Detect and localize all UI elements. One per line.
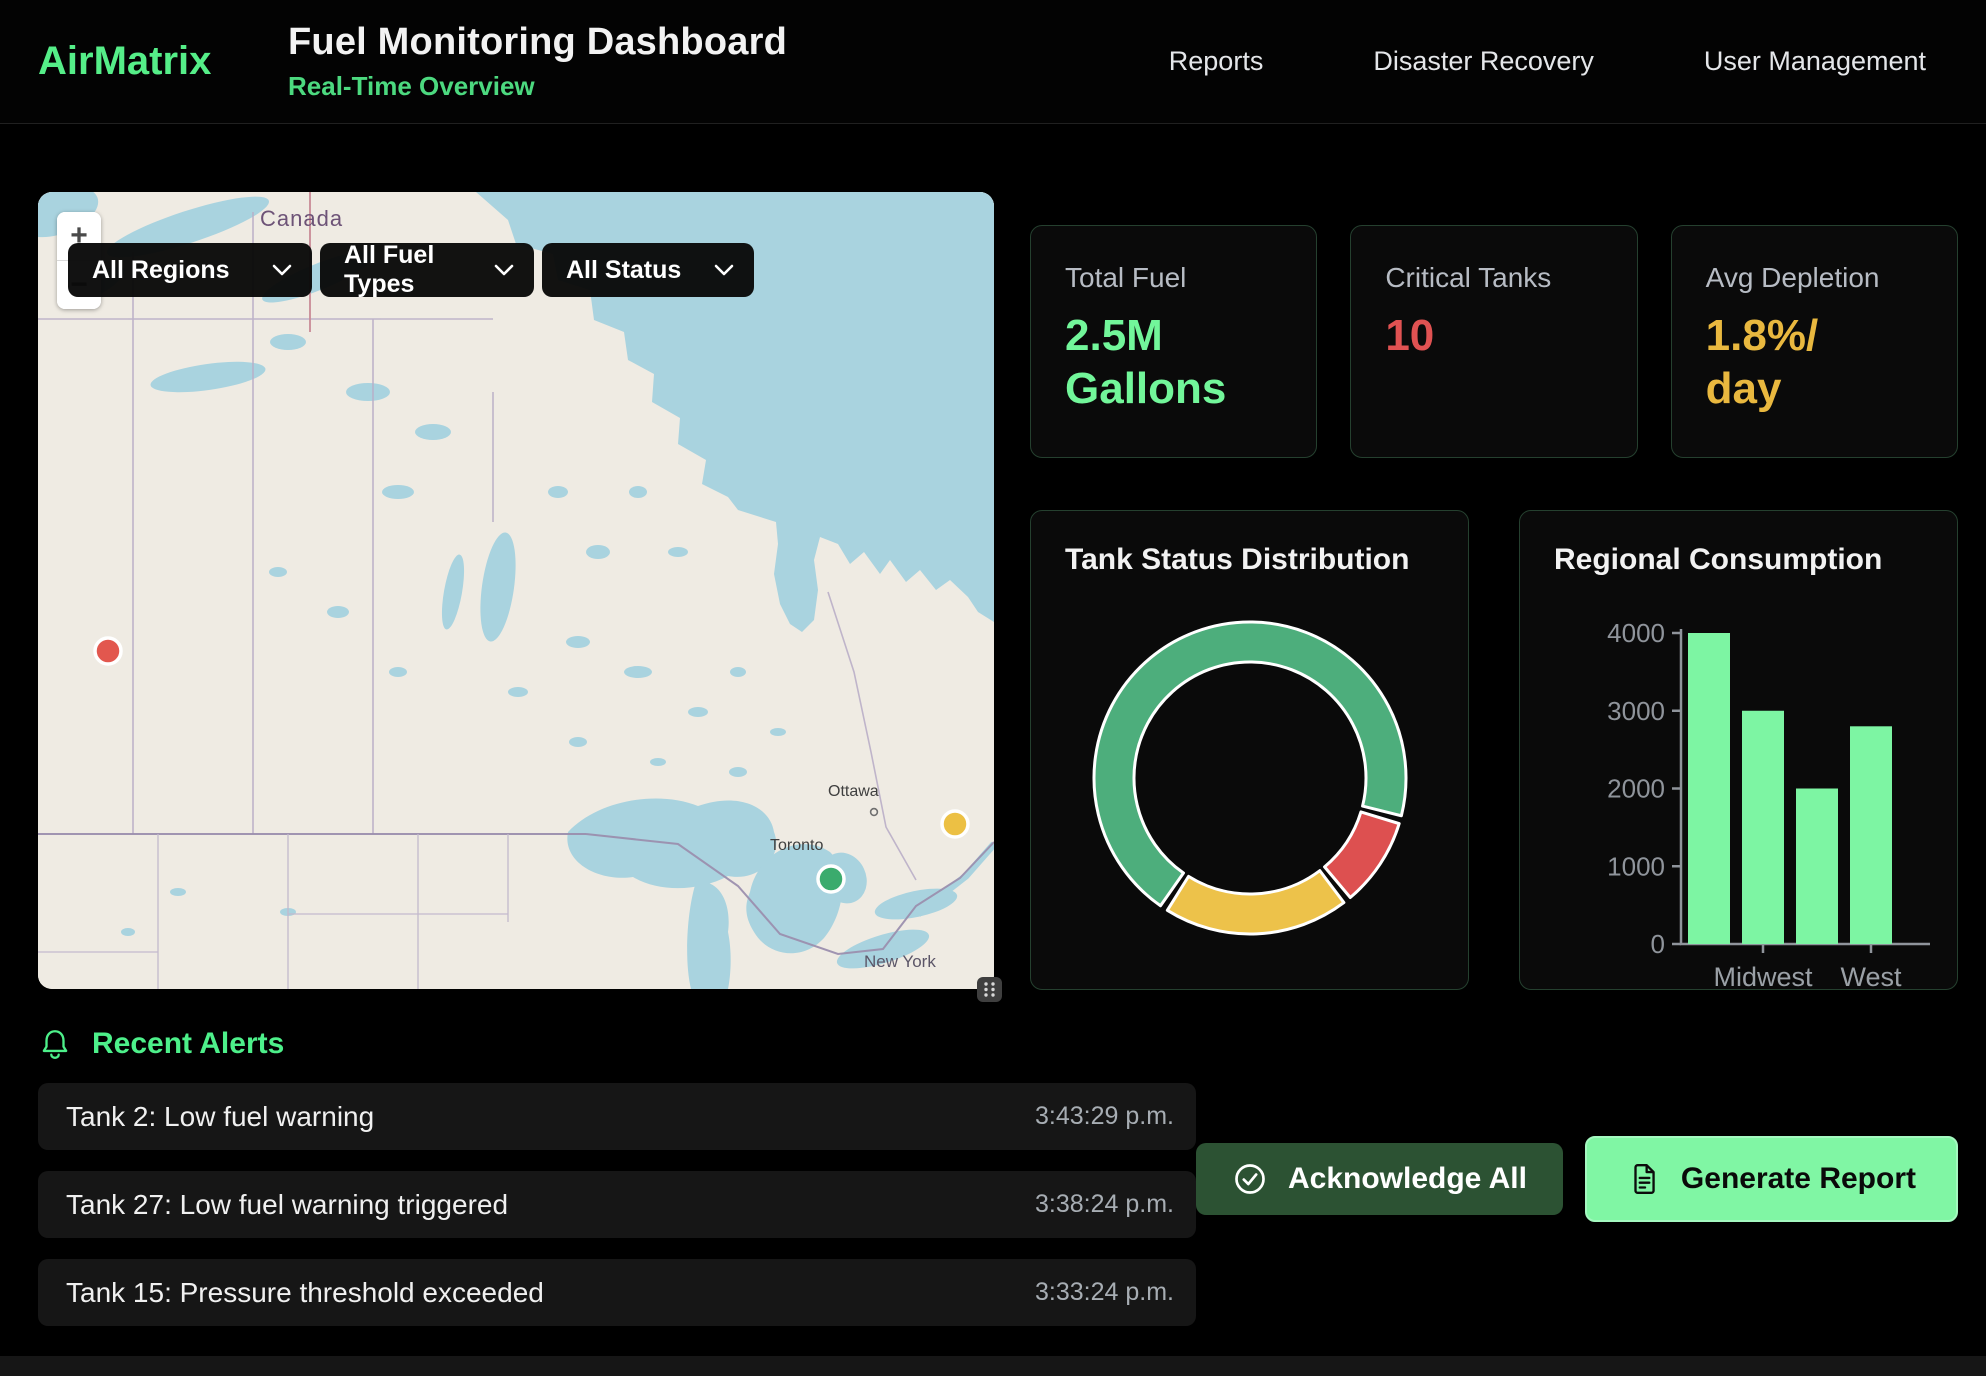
check-circle-icon <box>1232 1161 1268 1197</box>
tank-status-chart-card: Tank Status Distribution <box>1030 510 1469 990</box>
generate-report-button[interactable]: Generate Report <box>1585 1136 1958 1222</box>
acknowledge-all-button[interactable]: Acknowledge All <box>1196 1143 1563 1215</box>
svg-text:Midwest: Midwest <box>1713 962 1813 990</box>
stat-label: Total Fuel <box>1065 262 1282 294</box>
stat-label: Avg Depletion <box>1706 262 1923 294</box>
right-column: Total Fuel 2.5MGallons Critical Tanks 10… <box>1030 192 1958 990</box>
drag-handle-icon[interactable] <box>977 977 1002 1002</box>
regions-dropdown-value: All Regions <box>92 256 230 285</box>
fuel-monitoring-dashboard: AirMatrix Fuel Monitoring Dashboard Real… <box>0 0 1986 1376</box>
main-nav: Reports Disaster Recovery User Managemen… <box>1169 46 1986 77</box>
nav-disaster-recovery[interactable]: Disaster Recovery <box>1373 46 1594 77</box>
donut-segment-yellow <box>1167 871 1344 934</box>
main-content: Canada Ottawa Toronto New York + − All R… <box>0 124 1986 990</box>
nav-user-management[interactable]: User Management <box>1704 46 1926 77</box>
map-panel[interactable]: Canada Ottawa Toronto New York + − All R… <box>38 192 994 989</box>
title-block: Fuel Monitoring Dashboard Real-Time Over… <box>288 21 787 102</box>
brand-logo: AirMatrix <box>0 39 250 84</box>
map-label-ottawa: Ottawa <box>828 783 879 800</box>
chevron-down-icon <box>272 264 292 276</box>
page-subtitle: Real-Time Overview <box>288 71 787 102</box>
donut-segment-red <box>1324 812 1399 898</box>
status-dropdown[interactable]: All Status <box>542 243 754 297</box>
svg-text:3000: 3000 <box>1607 696 1665 726</box>
alert-row: Tank 15: Pressure threshold exceeded 3:3… <box>38 1259 1196 1326</box>
map-marker-yellow[interactable] <box>942 811 968 837</box>
nav-reports[interactable]: Reports <box>1169 46 1264 77</box>
alert-text: Tank 2: Low fuel warning <box>66 1101 374 1133</box>
bottom-strip <box>0 1356 1986 1376</box>
svg-text:4000: 4000 <box>1607 618 1665 648</box>
chevron-down-icon <box>494 264 514 276</box>
map-canvas[interactable]: Canada Ottawa Toronto New York <box>38 192 994 989</box>
page-title: Fuel Monitoring Dashboard <box>288 21 787 64</box>
bar-1 <box>1742 711 1784 944</box>
charts-row: Tank Status Distribution Regional Consum… <box>1030 510 1958 990</box>
acknowledge-all-label: Acknowledge All <box>1288 1162 1527 1196</box>
alert-timestamp: 3:38:24 p.m. <box>1035 1190 1174 1219</box>
regions-dropdown[interactable]: All Regions <box>68 243 312 297</box>
chart-title: Tank Status Distribution <box>1031 511 1468 577</box>
svg-text:0: 0 <box>1651 929 1665 959</box>
tank-status-donut-chart <box>1085 613 1415 943</box>
stat-value: 10 <box>1385 310 1602 363</box>
map-label-new-york: New York <box>864 952 936 971</box>
alerts-title: Recent Alerts <box>92 1027 284 1061</box>
alert-timestamp: 3:33:24 p.m. <box>1035 1278 1174 1307</box>
bar-3 <box>1850 726 1892 944</box>
chevron-down-icon <box>714 264 734 276</box>
alerts-list: Tank 2: Low fuel warning 3:43:29 p.m. Ta… <box>38 1083 1196 1326</box>
alert-row: Tank 27: Low fuel warning triggered 3:38… <box>38 1171 1196 1238</box>
stat-card-total-fuel: Total Fuel 2.5MGallons <box>1030 225 1317 458</box>
fuel-types-dropdown[interactable]: All Fuel Types <box>320 243 534 297</box>
stat-label: Critical Tanks <box>1385 262 1602 294</box>
generate-report-label: Generate Report <box>1681 1162 1916 1196</box>
status-dropdown-value: All Status <box>566 256 681 285</box>
alert-text: Tank 15: Pressure threshold exceeded <box>66 1277 544 1309</box>
map-marker-red[interactable] <box>95 638 121 664</box>
map-viewport[interactable]: Canada Ottawa Toronto New York <box>38 192 994 989</box>
stat-value: 1.8%/day <box>1706 310 1923 416</box>
bar-2 <box>1796 789 1838 945</box>
map-label-toronto: Toronto <box>770 837 823 854</box>
alerts-header: Recent Alerts <box>38 1027 1986 1061</box>
stat-card-critical-tanks: Critical Tanks 10 <box>1350 225 1637 458</box>
alert-timestamp: 3:43:29 p.m. <box>1035 1102 1174 1131</box>
svg-text:2000: 2000 <box>1607 774 1665 804</box>
regional-consumption-bar-chart: 0 1000 2000 3000 4000 Midwest West <box>1520 511 1943 990</box>
regional-consumption-chart-card: Regional Consumption 01000200030004000Mi… <box>1519 510 1958 990</box>
svg-text:West: West <box>1840 962 1902 990</box>
alert-row: Tank 2: Low fuel warning 3:43:29 p.m. <box>38 1083 1196 1150</box>
fuel-types-dropdown-value: All Fuel Types <box>344 241 476 299</box>
svg-text:1000: 1000 <box>1607 851 1665 881</box>
bell-icon <box>38 1027 72 1061</box>
map-marker-green[interactable] <box>818 866 844 892</box>
top-bar: AirMatrix Fuel Monitoring Dashboard Real… <box>0 0 1986 124</box>
alert-actions: Acknowledge All Generate Report <box>1196 1136 1958 1222</box>
stat-value: 2.5MGallons <box>1065 310 1282 416</box>
document-icon <box>1627 1162 1661 1196</box>
stat-card-avg-depletion: Avg Depletion 1.8%/day <box>1671 225 1958 458</box>
stats-row: Total Fuel 2.5MGallons Critical Tanks 10… <box>1030 225 1958 458</box>
map-label-canada: Canada <box>260 206 343 231</box>
alert-text: Tank 27: Low fuel warning triggered <box>66 1189 508 1221</box>
bar-0 <box>1688 633 1730 944</box>
